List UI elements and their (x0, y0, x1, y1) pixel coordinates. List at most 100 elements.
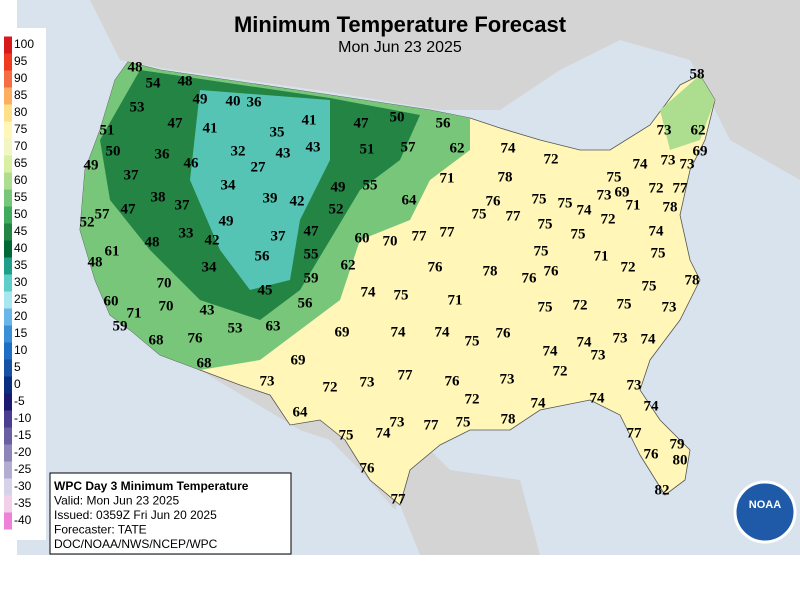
station-temp: 72 (573, 297, 588, 313)
station-temp: 76 (360, 460, 376, 476)
station-temp: 49 (84, 157, 99, 173)
station-temp: 56 (255, 248, 271, 264)
station-temp: 76 (188, 330, 204, 346)
station-temp: 37 (271, 228, 287, 244)
station-temp: 74 (543, 343, 559, 359)
station-temp: 43 (200, 302, 215, 318)
station-temp: 36 (247, 94, 263, 110)
station-temp: 73 (613, 330, 628, 346)
station-temp: 47 (168, 115, 184, 131)
station-temp: 73 (627, 377, 642, 393)
station-temp: 70 (159, 298, 174, 314)
station-temp: 78 (501, 411, 516, 427)
legend-label: 10 (14, 343, 28, 357)
legend-label: 95 (14, 54, 28, 68)
station-temp: 73 (657, 122, 672, 138)
station-temp: 74 (577, 334, 593, 350)
legend-swatch (4, 393, 12, 411)
legend-swatch (4, 223, 12, 241)
station-temp: 55 (363, 177, 378, 193)
station-temp: 78 (483, 263, 498, 279)
station-temp: 41 (302, 112, 317, 128)
legend-swatch (4, 461, 12, 479)
station-temp: 49 (331, 179, 346, 195)
station-temp: 75 (339, 427, 354, 443)
station-temp: 56 (298, 295, 314, 311)
station-temp: 32 (231, 143, 246, 159)
station-temp: 77 (627, 425, 643, 441)
station-temp: 76 (644, 446, 660, 462)
legend-swatch (4, 495, 12, 513)
station-temp: 41 (203, 120, 218, 136)
legend-swatch (4, 257, 12, 275)
station-temp: 47 (121, 201, 137, 217)
station-temp: 80 (673, 452, 688, 468)
legend-label: 30 (14, 275, 28, 289)
station-temp: 74 (361, 284, 377, 300)
station-temp: 56 (436, 115, 452, 131)
station-temp: 78 (663, 199, 678, 215)
station-temp: 72 (465, 391, 480, 407)
info-line: DOC/NOAA/NWS/NCEP/WPC (54, 537, 218, 551)
station-temp: 77 (440, 224, 456, 240)
station-temp: 75 (532, 191, 547, 207)
legend-label: 55 (14, 190, 28, 204)
station-temp: 70 (157, 275, 172, 291)
station-temp: 69 (615, 184, 630, 200)
legend-swatch (4, 410, 12, 428)
station-temp: 46 (184, 155, 200, 171)
station-temp: 72 (621, 259, 636, 275)
station-temp: 60 (104, 293, 119, 309)
legend-label: 50 (14, 207, 28, 221)
station-temp: 73 (597, 187, 612, 203)
station-temp: 37 (124, 167, 140, 183)
station-temp: 71 (594, 248, 609, 264)
legend-label: 45 (14, 224, 28, 238)
legend-label: 90 (14, 71, 28, 85)
canada (17, 0, 800, 180)
rockies-teal (190, 90, 330, 290)
station-temp: 74 (641, 331, 657, 347)
legend-label: 0 (14, 377, 21, 391)
station-temp: 73 (390, 414, 405, 430)
station-temp: 74 (649, 223, 665, 239)
station-temp: 77 (412, 228, 428, 244)
station-temp: 42 (205, 232, 220, 248)
station-temp: 58 (690, 66, 705, 82)
station-temp: 75 (465, 333, 480, 349)
station-temp: 75 (571, 226, 586, 242)
station-temp: 74 (577, 202, 593, 218)
station-temp: 53 (228, 320, 243, 336)
station-temp: 73 (360, 374, 375, 390)
mexico (200, 370, 540, 555)
station-temp: 75 (617, 296, 632, 312)
station-temp: 76 (496, 325, 512, 341)
legend-swatch (4, 274, 12, 292)
station-temp: 71 (127, 305, 142, 321)
info-line: Forecaster: TATE (54, 523, 147, 537)
station-temp: 64 (293, 404, 309, 420)
station-temp: 76 (486, 193, 502, 209)
station-temp: 36 (155, 146, 171, 162)
station-temp: 53 (130, 99, 145, 115)
legend-swatch (4, 427, 12, 445)
station-temp: 49 (219, 213, 234, 229)
legend-swatch (4, 104, 12, 122)
station-temp: 45 (258, 282, 273, 298)
station-temp: 69 (693, 143, 708, 159)
station-temp: 75 (651, 245, 666, 261)
station-temp: 60 (355, 230, 370, 246)
station-temp: 70 (383, 233, 398, 249)
station-temp: 52 (80, 214, 95, 230)
station-temp: 42 (290, 193, 305, 209)
station-temp: 79 (670, 436, 685, 452)
station-temp: 78 (685, 272, 700, 288)
station-temp: 75 (607, 169, 622, 185)
station-temp: 48 (145, 234, 160, 250)
info-line: Valid: Mon Jun 23 2025 (54, 494, 180, 508)
station-temp: 47 (354, 115, 370, 131)
station-temp: 61 (105, 243, 120, 259)
subtitle: Mon Jun 23 2025 (338, 39, 462, 56)
legend-label: -20 (14, 445, 32, 459)
